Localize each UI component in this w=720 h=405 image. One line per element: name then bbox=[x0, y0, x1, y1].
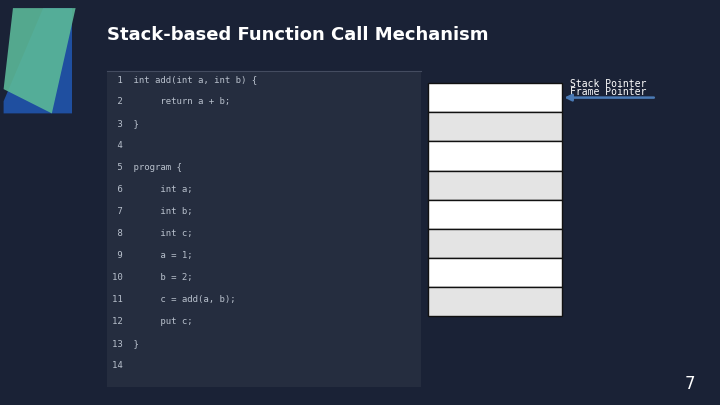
Text: 4: 4 bbox=[112, 141, 134, 150]
Bar bbox=[428, 171, 562, 200]
Text: 11       c = add(a, b);: 11 c = add(a, b); bbox=[112, 295, 236, 304]
Bar bbox=[107, 71, 421, 387]
Text: 7: 7 bbox=[684, 375, 695, 393]
Text: 6       int a;: 6 int a; bbox=[112, 185, 193, 194]
Text: 10       b = 2;: 10 b = 2; bbox=[112, 273, 193, 282]
Text: 13  }: 13 } bbox=[112, 339, 139, 348]
Text: 12       put c;: 12 put c; bbox=[112, 317, 193, 326]
Text: 7       int b;: 7 int b; bbox=[112, 207, 193, 216]
Text: 3  }: 3 } bbox=[112, 119, 139, 128]
Text: Stack-based Function Call Mechanism: Stack-based Function Call Mechanism bbox=[107, 26, 488, 44]
Text: 5  program {: 5 program { bbox=[112, 163, 182, 172]
Text: 8       int c;: 8 int c; bbox=[112, 229, 193, 238]
Bar bbox=[428, 83, 562, 112]
Bar bbox=[428, 141, 562, 171]
Text: 2       return a + b;: 2 return a + b; bbox=[112, 97, 230, 106]
Text: 9       a = 1;: 9 a = 1; bbox=[112, 251, 193, 260]
Text: Stack Pointer: Stack Pointer bbox=[570, 79, 647, 89]
Text: 14: 14 bbox=[112, 361, 134, 370]
Bar bbox=[428, 112, 562, 141]
Text: Frame Pointer: Frame Pointer bbox=[570, 87, 647, 97]
Bar bbox=[428, 258, 562, 287]
Bar bbox=[428, 229, 562, 258]
Text: 1  int add(int a, int b) {: 1 int add(int a, int b) { bbox=[112, 75, 258, 84]
Bar bbox=[428, 200, 562, 229]
Bar bbox=[428, 287, 562, 316]
Polygon shape bbox=[4, 8, 72, 113]
Polygon shape bbox=[4, 8, 76, 113]
